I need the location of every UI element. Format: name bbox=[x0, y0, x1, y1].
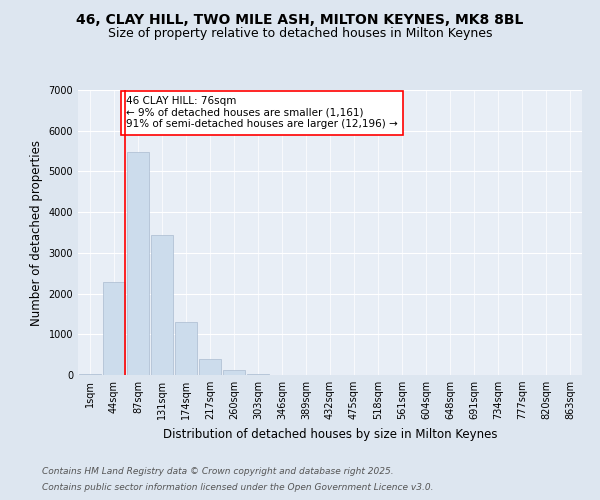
Bar bbox=[79, 374, 101, 375]
Bar bbox=[247, 374, 269, 375]
Y-axis label: Number of detached properties: Number of detached properties bbox=[30, 140, 43, 326]
Text: Contains HM Land Registry data © Crown copyright and database right 2025.: Contains HM Land Registry data © Crown c… bbox=[42, 467, 394, 476]
Text: 46, CLAY HILL, TWO MILE ASH, MILTON KEYNES, MK8 8BL: 46, CLAY HILL, TWO MILE ASH, MILTON KEYN… bbox=[76, 12, 524, 26]
X-axis label: Distribution of detached houses by size in Milton Keynes: Distribution of detached houses by size … bbox=[163, 428, 497, 440]
Text: Contains public sector information licensed under the Open Government Licence v3: Contains public sector information licen… bbox=[42, 484, 433, 492]
Bar bbox=[199, 359, 221, 375]
Bar bbox=[175, 322, 197, 375]
Bar bbox=[223, 370, 245, 375]
Bar bbox=[151, 236, 173, 375]
Bar bbox=[103, 282, 125, 375]
Bar bbox=[127, 152, 149, 375]
Text: Size of property relative to detached houses in Milton Keynes: Size of property relative to detached ho… bbox=[108, 28, 492, 40]
Text: 46 CLAY HILL: 76sqm
← 9% of detached houses are smaller (1,161)
91% of semi-deta: 46 CLAY HILL: 76sqm ← 9% of detached hou… bbox=[126, 96, 398, 130]
